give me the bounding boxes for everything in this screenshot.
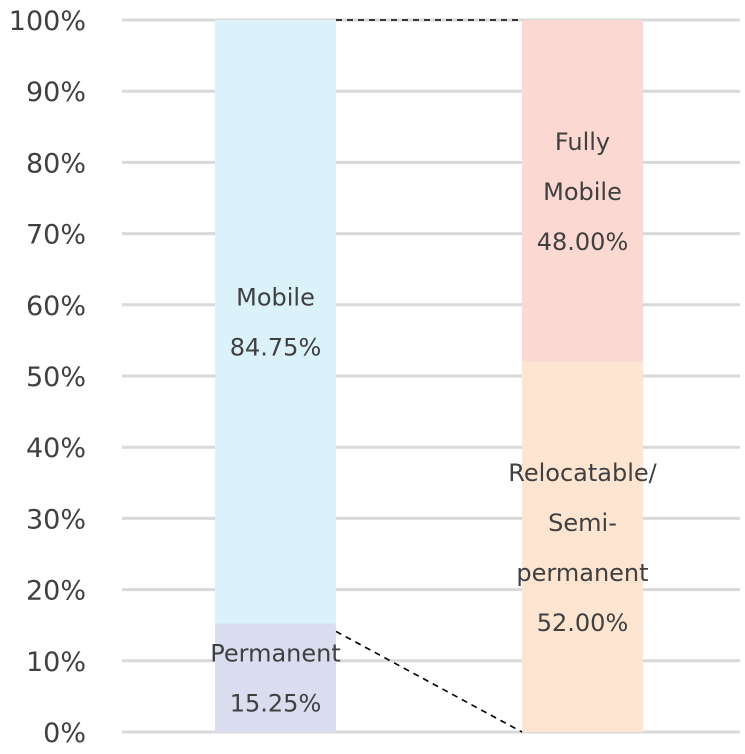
gridlines (122, 18, 740, 734)
bar-segment (522, 361, 643, 732)
bar-segment (522, 20, 643, 362)
bar-segment (215, 623, 336, 732)
bar-segment (215, 20, 336, 624)
segment-name-label: Fully (555, 128, 610, 156)
y-axis: 0% 10% 20% 30% 40% 50% 60% 70% 80% 90% 100% (9, 6, 86, 749)
y-tick-label: 70% (26, 220, 86, 251)
segment-value-label: 48.00% (537, 228, 629, 256)
segment-name-label: permanent (516, 559, 648, 587)
y-tick-label: 100% (9, 6, 86, 37)
segment-value-label: 52.00% (537, 609, 629, 637)
y-tick-label: 50% (26, 362, 86, 393)
segment-value-label: 15.25% (230, 690, 322, 718)
segment-name-label: Mobile (236, 284, 315, 312)
y-tick-label: 60% (26, 291, 86, 322)
y-tick-label: 10% (26, 647, 86, 678)
y-tick-label: 90% (26, 77, 86, 108)
segment-name-label: Relocatable/ (508, 459, 657, 487)
y-tick-label: 80% (26, 148, 86, 179)
segment-name-label: Permanent (210, 640, 341, 668)
connector-line-lower (335, 630, 523, 733)
connector-lines (335, 19, 523, 733)
y-tick-label: 20% (26, 576, 86, 607)
y-tick-label: 30% (26, 504, 86, 535)
y-tick-label: 0% (43, 718, 86, 749)
segment-name-label: Mobile (543, 178, 622, 206)
segment-labels: Permanent 15.25% Mobile 84.75% Relocatable/S… (210, 128, 657, 718)
segment-value-label: 84.75% (230, 334, 322, 362)
bars (215, 20, 643, 732)
segment-name-label: Semi- (548, 509, 617, 537)
y-tick-label: 40% (26, 433, 86, 464)
